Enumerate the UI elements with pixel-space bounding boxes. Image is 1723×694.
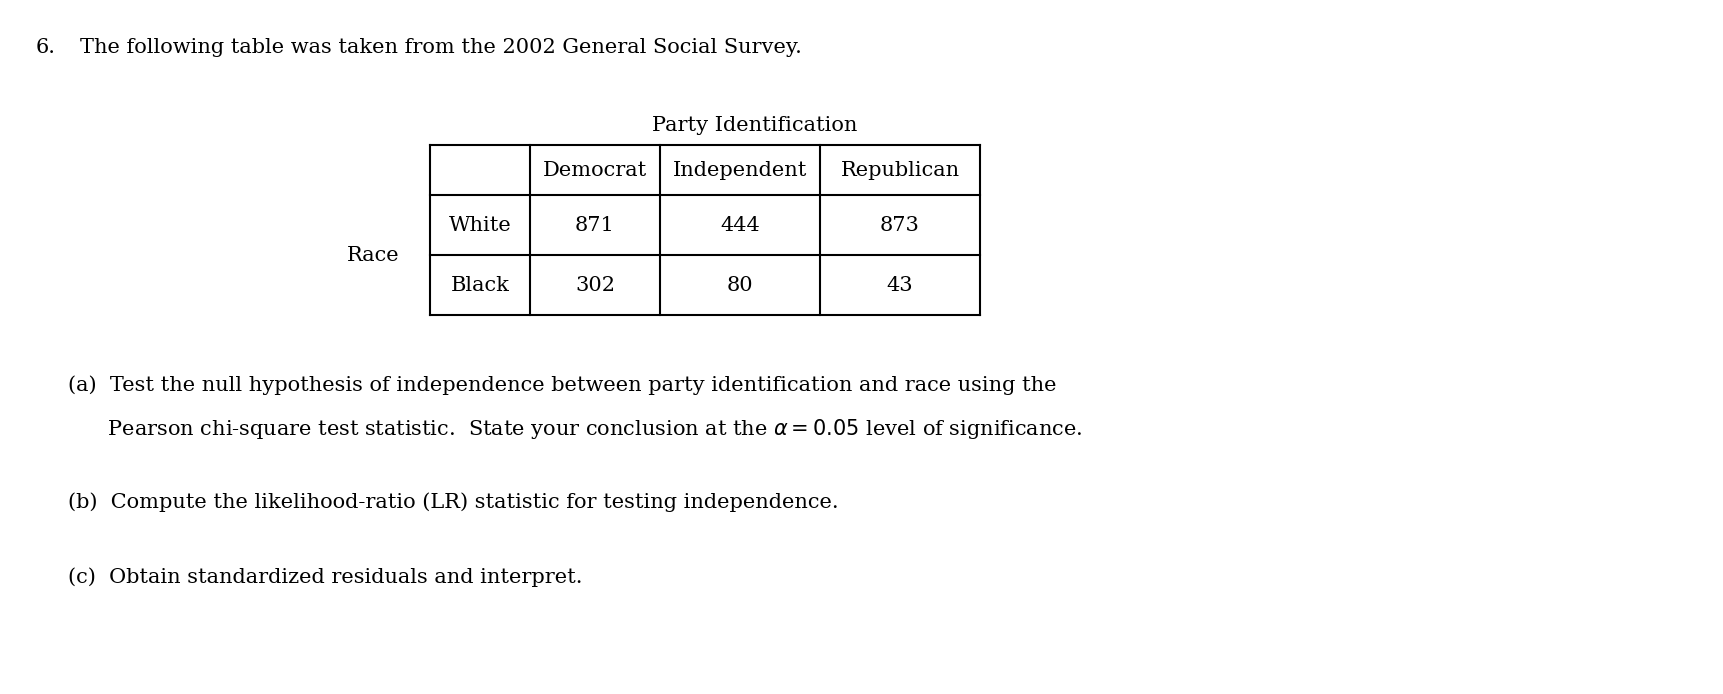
Text: Pearson chi-square test statistic.  State your conclusion at the $\alpha = 0.05$: Pearson chi-square test statistic. State… (67, 417, 1082, 441)
Text: 43: 43 (886, 276, 913, 294)
Text: Republican: Republican (839, 160, 960, 180)
Text: 444: 444 (720, 216, 760, 235)
Text: 302: 302 (575, 276, 615, 294)
Text: 6.: 6. (36, 38, 55, 57)
Text: 80: 80 (727, 276, 753, 294)
Text: Race: Race (346, 246, 400, 264)
Text: (b)  Compute the likelihood-ratio (LR) statistic for testing independence.: (b) Compute the likelihood-ratio (LR) st… (67, 492, 837, 511)
Text: The following table was taken from the 2002 General Social Survey.: The following table was taken from the 2… (79, 38, 801, 57)
Text: 873: 873 (879, 216, 920, 235)
Text: (c)  Obtain standardized residuals and interpret.: (c) Obtain standardized residuals and in… (67, 567, 582, 586)
Text: Party Identification: Party Identification (651, 116, 856, 135)
Text: White: White (448, 216, 512, 235)
Text: (a)  Test the null hypothesis of independence between party identification and r: (a) Test the null hypothesis of independ… (67, 375, 1056, 395)
Text: Democrat: Democrat (543, 160, 646, 180)
Text: Independent: Independent (672, 160, 806, 180)
Text: 871: 871 (575, 216, 615, 235)
Text: Black: Black (450, 276, 508, 294)
